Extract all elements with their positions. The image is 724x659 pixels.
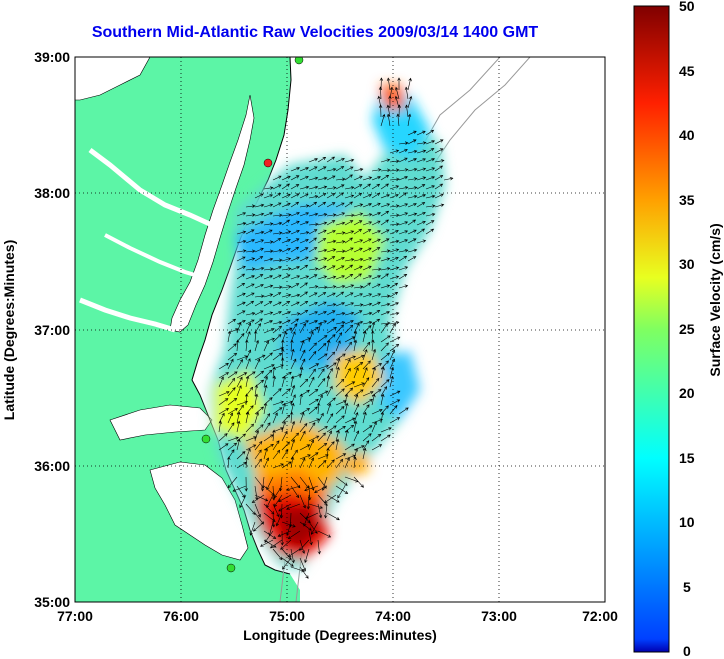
colorbar-tick-label: 45 — [679, 63, 695, 79]
colorbar-tick-label: 10 — [679, 514, 695, 530]
x-tick-label: 77:00 — [57, 608, 93, 624]
y-axis: 39:00 38:00 37:00 36:00 35:00 Latitude (… — [1, 49, 70, 610]
y-tick-label: 36:00 — [34, 458, 70, 474]
colorbar-gradient — [633, 5, 670, 653]
y-tick-label: 37:00 — [34, 322, 70, 338]
x-axis-label: Longitude (Degrees:Minutes) — [243, 627, 437, 643]
colorbar-tick-label: 5 — [683, 579, 691, 595]
colorbar-tick-label: 30 — [679, 256, 695, 272]
colorbar-tick-label: 50 — [679, 0, 695, 14]
x-tick-label: 74:00 — [375, 608, 411, 624]
y-axis-label: Latitude (Degrees:Minutes) — [1, 240, 17, 420]
coastline — [191, 57, 292, 575]
x-tick-label: 76:00 — [163, 608, 199, 624]
y-tick-label: 38:00 — [34, 185, 70, 201]
colorbar-tick-label: 35 — [679, 192, 695, 208]
colorbar-label: Surface Velocity (cm/s) — [707, 223, 723, 376]
station-marker-green — [294, 57, 304, 65]
colorbar-tick-label: 25 — [679, 321, 695, 337]
station-marker-green — [201, 434, 211, 444]
colorbar-tick-label: 15 — [679, 450, 695, 466]
pamlico-sound — [149, 461, 249, 561]
chesapeake-bay — [169, 94, 255, 333]
velocity-vectors — [218, 77, 454, 579]
colorbar-tick-label: 40 — [679, 127, 695, 143]
james-river — [79, 297, 176, 333]
x-tick-label: 75:00 — [269, 608, 305, 624]
colorbar-tick-label: 0 — [683, 643, 691, 659]
x-tick-label: 73:00 — [481, 608, 517, 624]
station-marker-red — [263, 158, 273, 168]
grid-lines — [75, 57, 605, 602]
station-marker-green — [226, 563, 236, 573]
map-title: Southern Mid-Atlantic Raw Velocities 200… — [91, 24, 539, 41]
potomac-river — [88, 148, 214, 228]
vector-arrows — [218, 77, 454, 579]
colorbar-tick-label: 20 — [679, 385, 695, 401]
x-axis: 77:00 76:00 75:00 74:00 73:00 72:00 Long… — [57, 608, 618, 643]
y-tick-label: 39:00 — [34, 49, 70, 65]
y-tick-label: 35:00 — [34, 594, 70, 610]
x-tick-label: 72:00 — [582, 608, 618, 624]
colorbar: 50 45 40 35 30 25 20 15 10 5 0 Surface V… — [633, 0, 723, 659]
delaware-bay — [75, 57, 151, 101]
albemarle-sound — [109, 404, 213, 441]
rappahannock-river — [104, 233, 206, 280]
